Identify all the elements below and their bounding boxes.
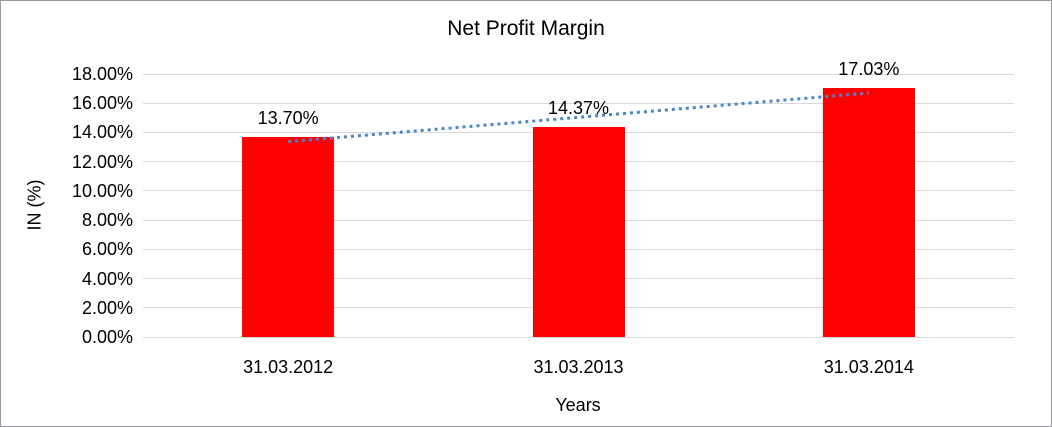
y-tick-label: 8.00%	[81, 210, 133, 231]
gridline	[143, 336, 1014, 338]
chart-title: Net Profit Margin	[447, 17, 605, 40]
gridline	[143, 73, 1014, 75]
y-tick-label: 2.00%	[81, 297, 133, 318]
bar-31.03.2012	[242, 136, 335, 337]
x-axis-title: Years	[555, 395, 601, 415]
y-tick-label: 6.00%	[81, 239, 133, 260]
y-tick-label: 12.00%	[71, 151, 133, 172]
data-label: 13.70%	[257, 107, 319, 128]
y-tick-label: 10.00%	[71, 180, 133, 201]
y-tick-label: 14.00%	[71, 122, 133, 143]
data-label: 17.03%	[838, 59, 900, 80]
y-tick-label: 18.00%	[71, 64, 133, 84]
x-tick-label: 31.03.2014	[823, 357, 914, 377]
data-label: 14.37%	[547, 98, 610, 119]
bar-31.03.2014	[822, 88, 915, 337]
bar-31.03.2013	[532, 127, 625, 337]
y-tick-label: 4.00%	[81, 268, 133, 289]
y-tick-label: 16.00%	[71, 93, 133, 114]
y-tick-label: 0.00%	[81, 327, 133, 347]
x-tick-label: 31.03.2013	[533, 357, 624, 377]
x-tick-label: 31.03.2012	[243, 357, 334, 377]
